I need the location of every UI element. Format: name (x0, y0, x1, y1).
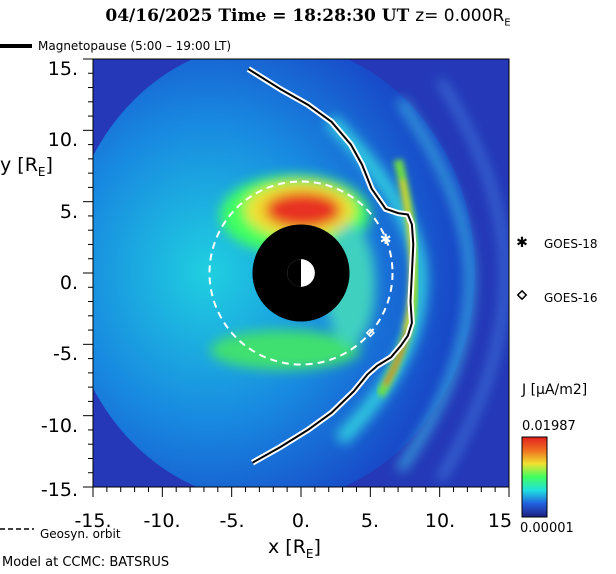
goes-18-marker: ✱ (380, 232, 392, 248)
heatmap-area: ✱ (93, 59, 509, 487)
geosync-orbit-circle (208, 180, 394, 366)
x-tick-label: 15 (488, 510, 512, 532)
axis-ticks (83, 58, 510, 497)
x-tick-label: 10. (425, 510, 455, 532)
current-features (210, 78, 509, 482)
x-tick-label: -5. (220, 510, 245, 532)
goes-18-legend-label: GOES-18 (544, 237, 598, 251)
colorbar-max-label: 0.01987 (522, 419, 576, 434)
y-tick-label: -10. (41, 415, 78, 437)
axis-tick-labels: 15. 10. 5. 0. -5. -10. -15. -15. -10. -5… (41, 58, 512, 532)
colorbar-title: J [μA/m2] (522, 382, 588, 398)
y-tick-label: -15. (41, 479, 78, 501)
magnetopause-legend-label: Magnetopause (5:00 – 19:00 LT) (38, 39, 232, 53)
x-tick-label: -15. (74, 510, 111, 532)
y-tick-label: -5. (53, 343, 78, 365)
model-credit: Model at CCMC: BATSRUS (2, 555, 170, 570)
x-tick-label: 5. (361, 510, 379, 532)
plot-title: 04/16/2025 Time = 18:28:30 UT z= 0.000RE (0, 6, 616, 28)
title-date: 04/16/2025 (105, 6, 213, 26)
magnetopause-legend-line (0, 44, 32, 48)
title-time: Time = 18:28:30 UT (218, 6, 410, 26)
goes-16-marker (365, 328, 375, 338)
x-axis-label: x [RE] (268, 536, 321, 561)
title-z: z= 0.000RE (415, 6, 511, 29)
x-tick-label: 0. (292, 510, 310, 532)
goes-18-legend-icon: ✱ (516, 235, 528, 251)
colorbar-min-label: 0.00001 (520, 521, 574, 536)
magnetopause-line (247, 68, 415, 464)
y-tick-label: 15. (48, 58, 78, 80)
y-tick-label: 10. (48, 129, 78, 151)
earth-nightside (287, 259, 301, 287)
satellite-legend: ✱ GOES-18 GOES-16 (516, 235, 597, 305)
y-axis-label: y [RE] (0, 154, 53, 179)
goes-16-legend-icon (516, 289, 528, 301)
y-tick-label: 5. (60, 201, 78, 223)
colorbar (521, 436, 548, 518)
goes-16-legend-label: GOES-16 (544, 291, 598, 305)
x-tick-label: -10. (143, 510, 180, 532)
geosync-legend-label: Geosyn. orbit (40, 527, 121, 541)
y-tick-label: 0. (60, 272, 78, 294)
